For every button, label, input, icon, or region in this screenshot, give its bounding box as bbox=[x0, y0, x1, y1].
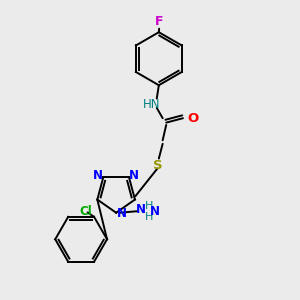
Text: O: O bbox=[188, 112, 199, 125]
Text: S: S bbox=[152, 158, 162, 172]
Text: HN: HN bbox=[143, 98, 160, 111]
Text: N: N bbox=[93, 169, 103, 182]
Text: Cl: Cl bbox=[79, 205, 92, 218]
Text: F: F bbox=[155, 15, 164, 28]
Text: N: N bbox=[136, 203, 146, 216]
Text: N: N bbox=[116, 207, 126, 220]
Text: N: N bbox=[129, 169, 139, 182]
Text: H: H bbox=[145, 212, 154, 221]
Text: N: N bbox=[149, 205, 159, 218]
Text: H: H bbox=[145, 201, 154, 211]
